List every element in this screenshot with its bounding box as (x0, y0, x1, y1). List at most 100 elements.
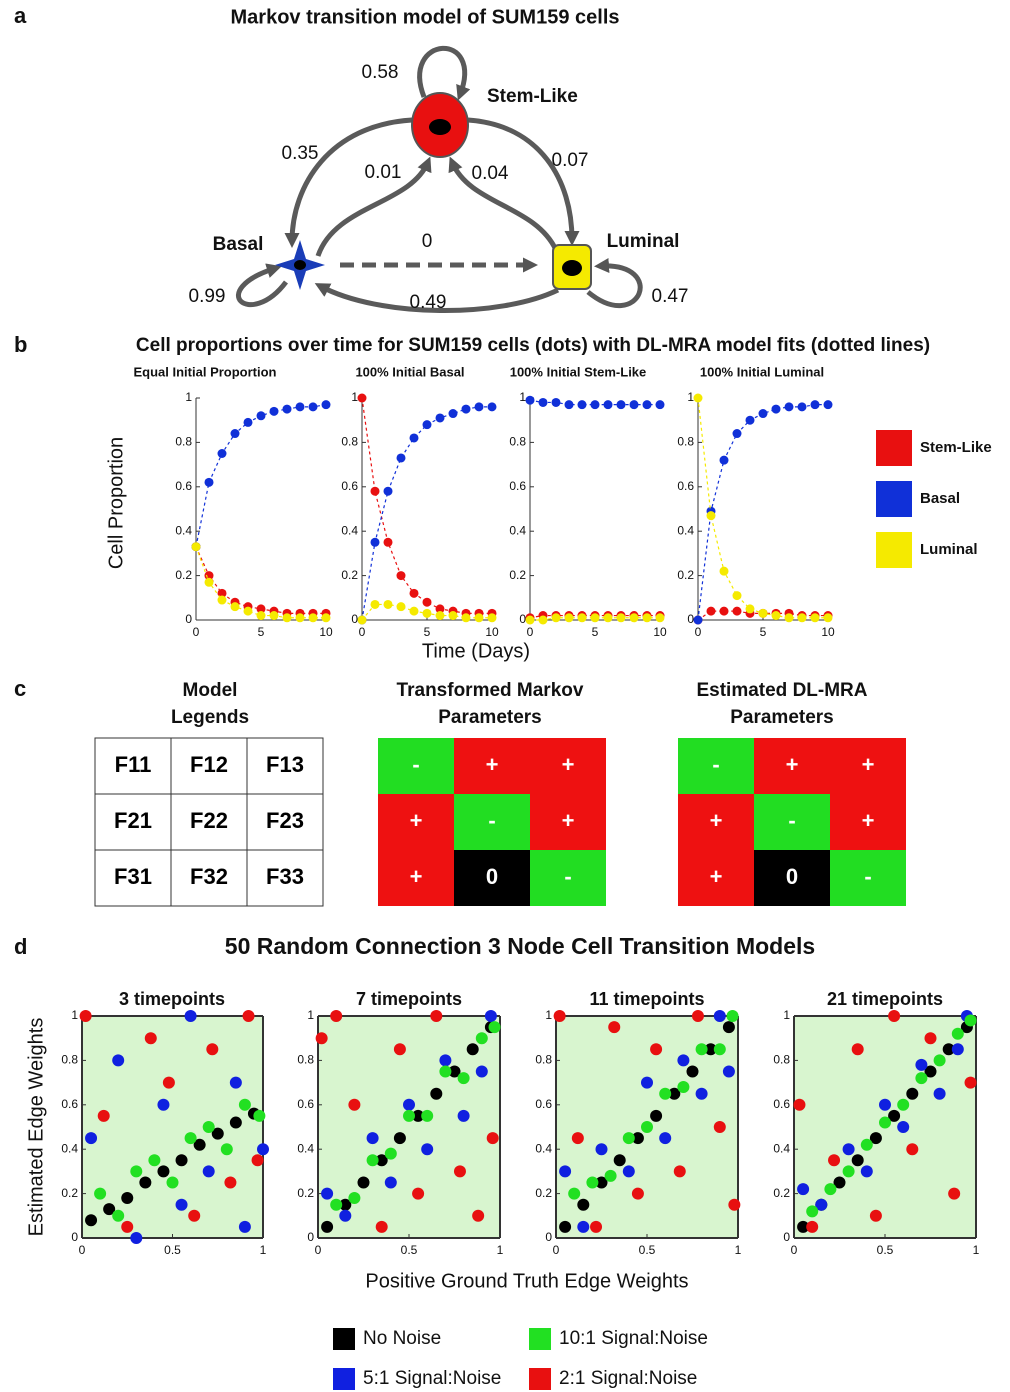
data-point (458, 1072, 470, 1084)
y-tick-label: 0.8 (61, 1053, 78, 1067)
x-tick-label: 5 (424, 625, 431, 639)
data-point (394, 1043, 406, 1055)
data-point (934, 1088, 946, 1100)
y-tick-label: 0 (351, 612, 358, 626)
data-point (203, 1165, 215, 1177)
data-point (572, 1132, 584, 1144)
data-point (641, 1121, 653, 1133)
cell-text: - (788, 808, 795, 833)
data-point (565, 400, 574, 409)
x-tick-label: 10 (653, 625, 667, 639)
data-point (785, 613, 794, 622)
data-point (677, 1081, 689, 1093)
y-tick-label: 0.6 (175, 479, 192, 493)
data-point (692, 1010, 704, 1022)
cell-text: + (562, 808, 575, 833)
y-tick-label: 0.8 (509, 435, 526, 449)
data-point (720, 456, 729, 465)
data-point (322, 400, 331, 409)
y-tick-label: 0.4 (297, 1141, 314, 1155)
data-point (798, 613, 807, 622)
data-point (257, 411, 266, 420)
data-point (915, 1059, 927, 1071)
data-point (488, 613, 497, 622)
data-point (591, 400, 600, 409)
data-point (348, 1099, 360, 1111)
data-point (230, 1117, 242, 1129)
data-point (643, 613, 652, 622)
data-point (554, 1010, 566, 1022)
data-point (423, 420, 432, 429)
data-point (224, 1177, 236, 1189)
data-point (552, 398, 561, 407)
y-tick-label: 0.6 (61, 1097, 78, 1111)
x-tick-label: 0 (193, 625, 200, 639)
data-point (526, 396, 535, 405)
y-tick-label: 0.2 (175, 568, 192, 582)
data-point (94, 1188, 106, 1200)
data-point (696, 1043, 708, 1055)
y-tick-label: 1 (519, 390, 526, 404)
cell-text: 0 (486, 864, 498, 889)
y-tick-label: 1 (545, 1008, 552, 1022)
x-tick-label: 5 (760, 625, 767, 639)
x-tick-label: 5 (592, 625, 599, 639)
data-point (348, 1192, 360, 1204)
legend-label: 2:1 Signal:Noise (559, 1368, 697, 1389)
data-point (577, 1221, 589, 1233)
data-point (565, 613, 574, 622)
data-point (605, 1170, 617, 1182)
data-point (798, 402, 807, 411)
subplot-title: 100% Initial Stem-Like (510, 364, 647, 379)
data-point (843, 1143, 855, 1155)
cell-text: + (410, 808, 423, 833)
data-point (85, 1214, 97, 1226)
data-point (604, 400, 613, 409)
data-point (112, 1210, 124, 1222)
data-point (720, 567, 729, 576)
legend-swatch (876, 481, 912, 517)
table-title: Estimated DL-MRA (696, 680, 867, 701)
data-point (244, 607, 253, 616)
data-point (559, 1165, 571, 1177)
data-point (121, 1192, 133, 1204)
panel-title: 50 Random Connection 3 Node Cell Transit… (225, 933, 815, 959)
data-point (403, 1110, 415, 1122)
y-tick-label: 0 (519, 612, 526, 626)
table-title: Parameters (438, 707, 542, 728)
subplot-title: 3 timepoints (119, 989, 225, 1009)
subplot-title: 100% Initial Luminal (700, 364, 824, 379)
table-title: Legends (171, 707, 249, 728)
data-point (371, 538, 380, 547)
data-point (176, 1199, 188, 1211)
data-point (772, 611, 781, 620)
data-point (367, 1154, 379, 1166)
y-axis-label: Cell Proportion (105, 437, 127, 569)
fit-line (196, 547, 326, 614)
data-point (659, 1132, 671, 1144)
data-point (397, 571, 406, 580)
cell-text: - (564, 864, 571, 889)
data-point (239, 1099, 251, 1111)
data-point (476, 1032, 488, 1044)
data-point (608, 1021, 620, 1033)
legend-label: Stem-Like (920, 439, 992, 456)
data-point (296, 613, 305, 622)
data-point (283, 405, 292, 414)
data-point (309, 402, 318, 411)
edge-weight: 0.47 (652, 286, 689, 307)
edge-weight: 0.04 (472, 163, 509, 184)
cell-text: - (712, 752, 719, 777)
y-tick-label: 0.8 (341, 435, 358, 449)
data-point (252, 1154, 264, 1166)
data-point (707, 607, 716, 616)
data-point (733, 607, 742, 616)
fit-line (698, 405, 828, 620)
subplot-title: 7 timepoints (356, 989, 462, 1009)
y-tick-label: 1 (185, 390, 192, 404)
data-point (270, 407, 279, 416)
data-point (759, 409, 768, 418)
data-point (590, 1221, 602, 1233)
data-point (462, 405, 471, 414)
